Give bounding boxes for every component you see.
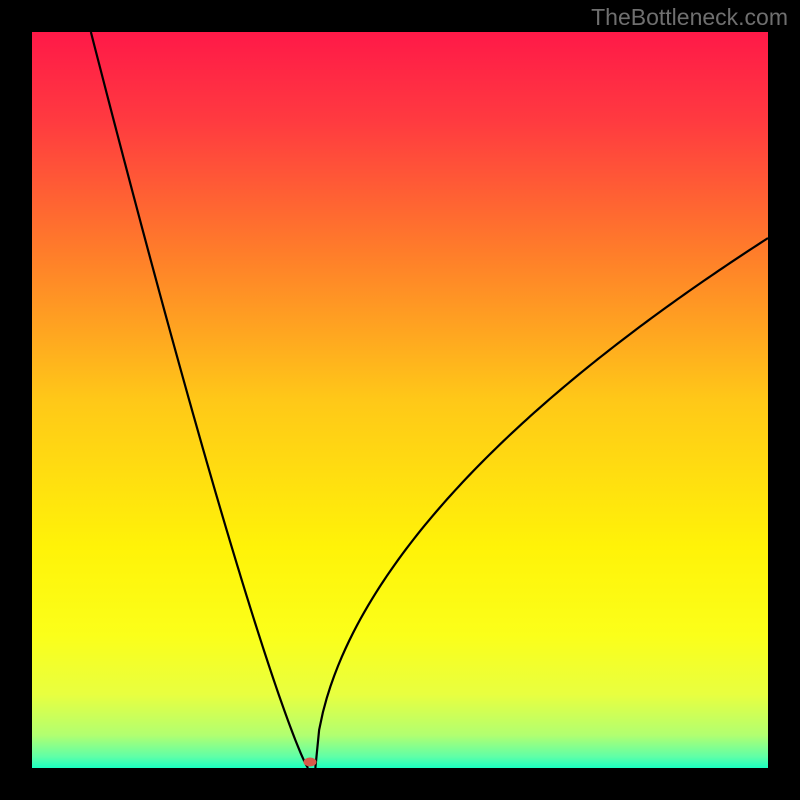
current-config-marker	[304, 758, 317, 767]
bottleneck-curve	[32, 32, 768, 768]
chart-plot-area	[32, 32, 768, 768]
curve-right-branch	[315, 238, 768, 768]
curve-left-branch	[91, 32, 308, 768]
watermark-text: TheBottleneck.com	[591, 4, 788, 31]
